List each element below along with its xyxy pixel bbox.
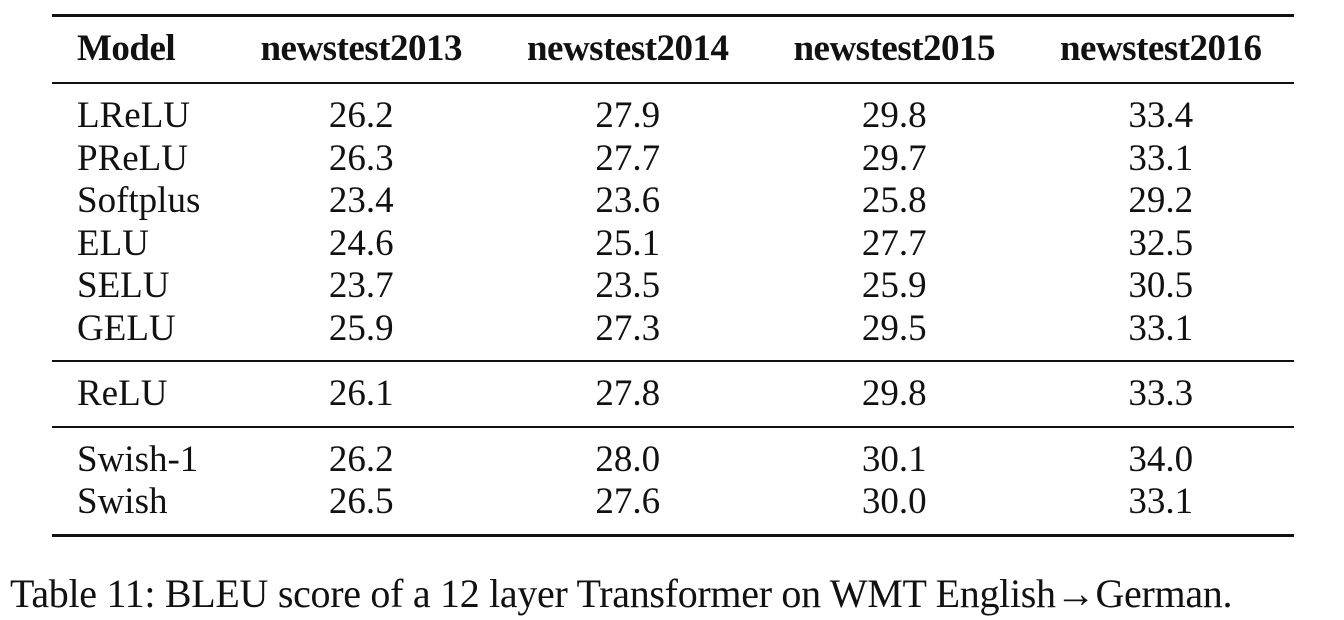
score-cell: 26.3	[328, 137, 394, 179]
header-newstest2015: newstest2015	[761, 14, 1028, 84]
score-cell: 27.7	[861, 222, 927, 264]
score-cell: 33.4	[1128, 95, 1194, 137]
score-cell: 33.3	[1027, 360, 1294, 427]
score-cell: 29.7	[861, 137, 927, 179]
score-cell: 27.9	[595, 95, 661, 137]
model-cell: SELU	[77, 265, 170, 307]
score-cell: 23.4	[328, 180, 394, 222]
score-cell: 30.5	[1128, 265, 1194, 307]
table-row: ELU 24.6 25.1 27.7 32.5	[52, 223, 1294, 266]
score-cell: 27.7	[595, 137, 661, 179]
table-row: SELU 23.7 23.5 25.9 30.5	[52, 265, 1294, 308]
model-cell: Swish-1	[52, 425, 228, 481]
results-table-container: Model newstest2013 newstest2014 newstest…	[52, 14, 1294, 537]
header-newstest2014: newstest2014	[494, 14, 761, 84]
score-cell: 34.0	[1027, 425, 1294, 481]
score-cell: 26.5	[228, 481, 495, 537]
model-cell: ELU	[77, 222, 149, 264]
score-cell: 27.6	[494, 481, 761, 537]
score-cell: 23.7	[328, 265, 394, 307]
score-cell: 27.3	[595, 307, 661, 349]
score-cell: 27.8	[494, 360, 761, 427]
model-cell: PReLU	[77, 137, 188, 179]
score-cell: 33.1	[1128, 137, 1194, 179]
score-cell: 29.8	[761, 360, 1028, 427]
score-cell: 30.0	[761, 481, 1028, 537]
header-newstest2013: newstest2013	[228, 14, 495, 84]
model-cell: LReLU	[77, 95, 191, 137]
model-cell: Softplus	[77, 180, 201, 222]
table-header-row: Model newstest2013 newstest2014 newstest…	[52, 14, 1294, 84]
header-model: Model	[52, 14, 228, 84]
score-cell: 30.1	[761, 425, 1028, 481]
score-cell: 26.2	[228, 425, 495, 481]
relu-group: ReLU 26.1 27.8 29.8 33.3	[52, 360, 1294, 427]
table-row: PReLU 26.3 27.7 29.7 33.1	[52, 138, 1294, 181]
score-cell: 26.2	[328, 95, 394, 137]
bleu-results-table: Model newstest2013 newstest2014 newstest…	[52, 14, 1294, 537]
header-newstest2016: newstest2016	[1027, 14, 1294, 84]
table-row: Swish-1 26.2 28.0 30.1 34.0	[52, 425, 1294, 481]
table-row: Swish 26.5 27.6 30.0 33.1	[52, 481, 1294, 537]
score-cell: 25.8	[861, 180, 927, 222]
model-cell: GELU	[77, 307, 176, 349]
swish-group: Swish-1 26.2 28.0 30.1 34.0 Swish 26.5 2…	[52, 425, 1294, 537]
table-row: LReLU 26.2 27.9 29.8 33.4	[52, 83, 1294, 138]
score-cell: 33.1	[1027, 481, 1294, 537]
score-cell: 29.8	[861, 95, 927, 137]
score-cell: 25.9	[328, 307, 394, 349]
score-cell: 29.2	[1128, 180, 1194, 222]
table-row: ReLU 26.1 27.8 29.8 33.3	[52, 360, 1294, 427]
score-cell: 32.5	[1128, 222, 1194, 264]
model-cell: ReLU	[52, 360, 228, 427]
table-row: GELU 25.9 27.3 29.5 33.1	[52, 308, 1294, 362]
score-cell: 28.0	[494, 425, 761, 481]
model-cell: Swish	[52, 481, 228, 537]
score-cell: 24.6	[328, 222, 394, 264]
table-caption: Table 11: BLEU score of a 12 layer Trans…	[10, 571, 1233, 616]
score-cell: 23.6	[595, 180, 661, 222]
score-cell: 29.5	[861, 307, 927, 349]
table-row: Softplus 23.4 23.6 25.8 29.2	[52, 180, 1294, 223]
score-cell: 23.5	[595, 265, 661, 307]
score-cell: 33.1	[1128, 307, 1194, 349]
score-cell: 25.1	[595, 222, 661, 264]
score-cell: 26.1	[228, 360, 495, 427]
baseline-activations-group: LReLU 26.2 27.9 29.8 33.4 PReLU 26.3 27.…	[52, 83, 1294, 361]
score-cell: 25.9	[861, 265, 927, 307]
